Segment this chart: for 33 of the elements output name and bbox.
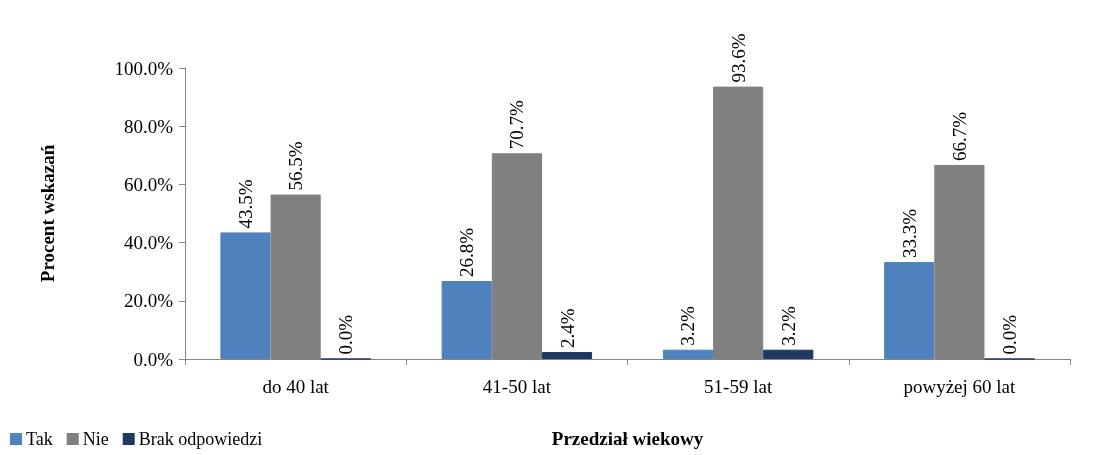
data-label: 26.8% (456, 227, 478, 278)
x-axis-title: Przedział wiekowy (551, 428, 704, 449)
bar (220, 232, 271, 359)
data-label: 0.0% (999, 314, 1021, 355)
y-tick-label: 0.0% (133, 348, 174, 370)
bar (541, 352, 593, 359)
data-label: 0.0% (335, 314, 357, 355)
data-label: 33.3% (898, 208, 920, 259)
y-tick-label: 60.0% (123, 173, 174, 195)
data-label: 66.7% (948, 111, 970, 161)
data-label: 56.5% (285, 141, 307, 191)
data-label: 43.5% (234, 179, 256, 229)
y-tick-label: 20.0% (123, 290, 174, 312)
bar (763, 349, 814, 359)
legend-label: Tak (26, 429, 53, 449)
y-axis-title: Procent wskazań (37, 144, 58, 283)
x-tick-label: 51-59 lat (704, 376, 773, 397)
y-tick-label: 40.0% (123, 232, 174, 254)
x-tick-label: do 40 lat (262, 376, 330, 397)
x-tick-label: 41-50 lat (482, 376, 552, 397)
x-tick-label: powyżej 60 lat (903, 376, 1017, 397)
data-label: 3.2% (777, 305, 799, 346)
data-label: 3.2% (677, 305, 699, 346)
legend-label: Brak odpowiedzi (138, 429, 263, 449)
bar (441, 281, 492, 359)
bar (662, 349, 714, 359)
data-label: 2.4% (556, 308, 578, 349)
data-label: 70.7% (506, 100, 528, 150)
data-label: 93.6% (727, 33, 749, 83)
bar (884, 262, 935, 359)
y-tick-label: 80.0% (123, 115, 174, 137)
y-tick-label: 100.0% (114, 57, 174, 79)
legend-label: Nie (82, 429, 109, 449)
